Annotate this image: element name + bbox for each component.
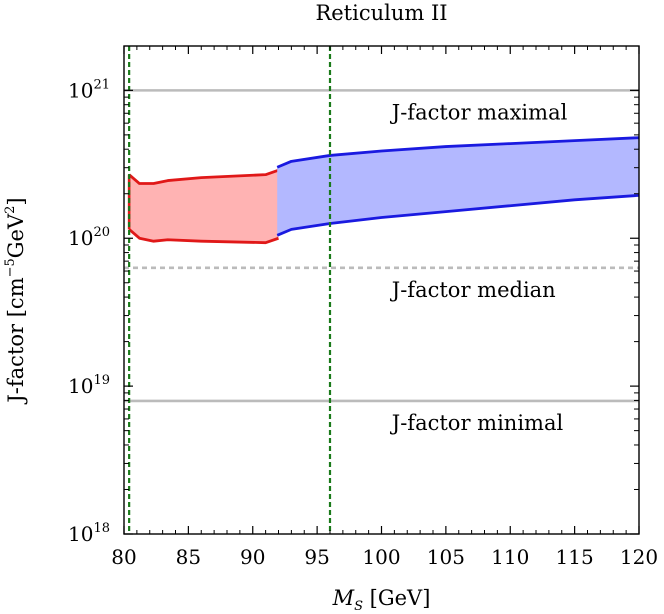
y-tick-label-2: 1019 (68, 373, 110, 398)
y-axis-label-suffix: ] (4, 197, 28, 205)
band-1-lower-line (128, 228, 279, 245)
band-2-upper-line (276, 136, 639, 169)
y-tick-exp: 19 (93, 373, 110, 388)
annotation-3: J-factor minimal (390, 411, 564, 435)
x-tick-label-2: 85 (176, 545, 201, 569)
y-tick-label-3: 1020 (68, 225, 110, 250)
annotation-2: J-factor median (390, 278, 556, 302)
y-tick-exp: 18 (93, 521, 110, 536)
x-axis-label: MS [GeV] (332, 586, 431, 614)
band-2-lower-line (276, 193, 639, 237)
y-axis-label-exp2: 2 (3, 206, 18, 214)
x-tick-label-7: 110 (491, 545, 529, 569)
plot-area: J-factor maximal J-factor median J-factor … (124, 46, 639, 534)
x-tick-label-1: 80 (111, 545, 136, 569)
x-axis-label-main: M (332, 586, 355, 610)
y-tick-base: 10 (68, 78, 93, 102)
x-tick-label-8: 115 (556, 545, 594, 569)
x-tick-label-9: 120 (620, 545, 658, 569)
band-1-fill (129, 170, 279, 243)
annotation-1: J-factor maximal (390, 101, 568, 125)
y-axis-label: J-factor [cm−5GeV2] (3, 197, 28, 404)
y-axis-label-exp1: −5 (3, 258, 18, 277)
x-tick-label-6: 105 (427, 545, 465, 569)
x-tick-label-5: 100 (362, 545, 400, 569)
x-tick-label-4: 95 (304, 545, 329, 569)
band-2-fill (277, 137, 639, 236)
x-axis-label-unit: [GeV] (363, 586, 430, 610)
band-1-upper-line (128, 168, 279, 185)
y-axis-label-mid: GeV (4, 213, 28, 258)
y-tick-base: 10 (68, 226, 93, 250)
chart-title: Reticulum II (315, 1, 447, 25)
y-tick-label-4: 1021 (68, 77, 110, 102)
y-tick-base: 10 (68, 522, 93, 546)
x-axis-label-sub: S (354, 599, 363, 614)
y-tick-base: 10 (68, 374, 93, 398)
y-tick-label-1: 1018 (68, 521, 110, 546)
y-axis-label-prefix: J-factor [cm (4, 277, 28, 404)
y-tick-exp: 21 (93, 77, 110, 92)
x-tick-label-3: 90 (240, 545, 265, 569)
y-tick-exp: 20 (93, 225, 110, 240)
